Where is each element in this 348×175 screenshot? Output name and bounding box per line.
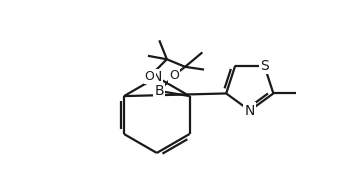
- Text: N: N: [152, 70, 162, 84]
- Text: N: N: [245, 104, 255, 118]
- Text: B: B: [155, 84, 164, 98]
- Text: S: S: [260, 59, 269, 73]
- Text: O: O: [169, 69, 179, 82]
- Text: O: O: [145, 70, 155, 83]
